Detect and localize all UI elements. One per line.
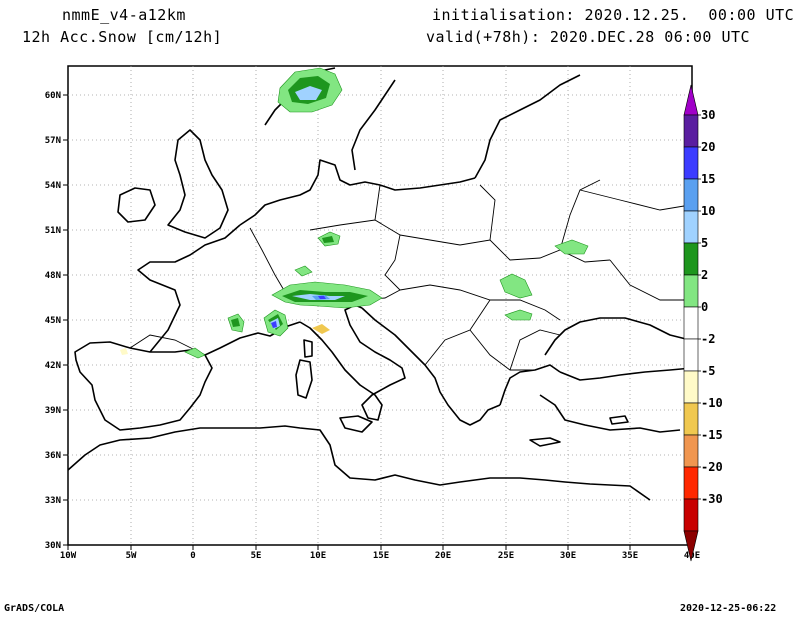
lat-label: 57N bbox=[45, 136, 61, 146]
colorbar-label: 30 bbox=[701, 108, 715, 122]
colorbar-label: -5 bbox=[701, 364, 715, 378]
colorbar-label: -10 bbox=[701, 396, 723, 410]
footer-timestamp: 2020-12-25-06:22 bbox=[680, 603, 777, 614]
init-time: initialisation: 2020.12.25. 00:00 UTC bbox=[432, 6, 795, 24]
lon-label: 5E bbox=[251, 551, 262, 561]
borders bbox=[129, 179, 691, 371]
snow-10to30 bbox=[270, 86, 345, 329]
model-title: nmmE_v4-a12km bbox=[62, 6, 186, 24]
colorbar-swatch bbox=[683, 114, 699, 148]
lon-label: 10E bbox=[310, 551, 326, 561]
lat-label: 48N bbox=[45, 271, 61, 281]
colorbar-swatch bbox=[683, 178, 699, 212]
lon-label: 20E bbox=[435, 551, 451, 561]
lat-label: 51N bbox=[45, 226, 61, 236]
colorbar-label: 0 bbox=[701, 300, 708, 314]
colorbar-label: -2 bbox=[701, 332, 715, 346]
lat-label: 45N bbox=[45, 316, 61, 326]
colorbar-swatch bbox=[683, 210, 699, 244]
colorbar-label: 20 bbox=[701, 140, 715, 154]
lon-label: 0 bbox=[190, 551, 195, 561]
coastlines bbox=[67, 67, 693, 501]
valid-time: valid(+78h): 2020.DEC.28 06:00 UTC bbox=[426, 28, 751, 46]
axis-ticks bbox=[63, 94, 693, 550]
colorbar-swatch bbox=[683, 434, 699, 468]
colorbar-label: 5 bbox=[701, 236, 708, 250]
colorbar-label: 10 bbox=[701, 204, 715, 218]
colorbar-bottom-arrow bbox=[683, 530, 699, 562]
lon-label: 15E bbox=[373, 551, 389, 561]
lon-label: 10W bbox=[60, 551, 77, 561]
lat-label: 33N bbox=[45, 496, 61, 506]
lat-label: 36N bbox=[45, 451, 61, 461]
lon-labels: 10W 5W 0 5E 10E 15E 20E 25E 30E 35E 40E bbox=[60, 551, 700, 561]
colorbar-label: 2 bbox=[701, 268, 708, 282]
lat-label: 39N bbox=[45, 406, 61, 416]
colorbar-label: -15 bbox=[701, 428, 723, 442]
lon-label: 35E bbox=[622, 551, 638, 561]
lat-label: 54N bbox=[45, 181, 61, 191]
colorbar-label: -30 bbox=[701, 492, 723, 506]
lat-label: 30N bbox=[45, 541, 61, 551]
colorbar-swatch bbox=[683, 466, 699, 500]
colorbar-swatch bbox=[683, 402, 699, 436]
colorbar-swatch bbox=[683, 306, 699, 340]
colorbar-label: -20 bbox=[701, 460, 723, 474]
snow-negative bbox=[120, 324, 330, 355]
colorbar-swatch bbox=[683, 274, 699, 308]
lat-label: 42N bbox=[45, 361, 61, 371]
colorbar-swatch bbox=[683, 146, 699, 180]
colorbar-swatch bbox=[683, 370, 699, 404]
lon-label: 25E bbox=[498, 551, 514, 561]
lon-label: 5W bbox=[126, 551, 137, 561]
gridlines bbox=[68, 66, 692, 545]
footer-software: GrADS/COLA bbox=[4, 603, 65, 614]
colorbar-swatch bbox=[683, 338, 699, 372]
colorbar-swatch bbox=[683, 242, 699, 276]
colorbar-label: 15 bbox=[701, 172, 715, 186]
lat-label: 60N bbox=[45, 91, 61, 101]
lon-label: 30E bbox=[560, 551, 576, 561]
field-title: 12h Acc.Snow [cm/12h] bbox=[22, 28, 223, 46]
colorbar-swatch bbox=[683, 498, 699, 532]
plot-frame bbox=[67, 65, 693, 546]
lat-labels: 30N 33N 36N 39N 42N 45N 48N 51N 54N 57N … bbox=[45, 91, 61, 551]
